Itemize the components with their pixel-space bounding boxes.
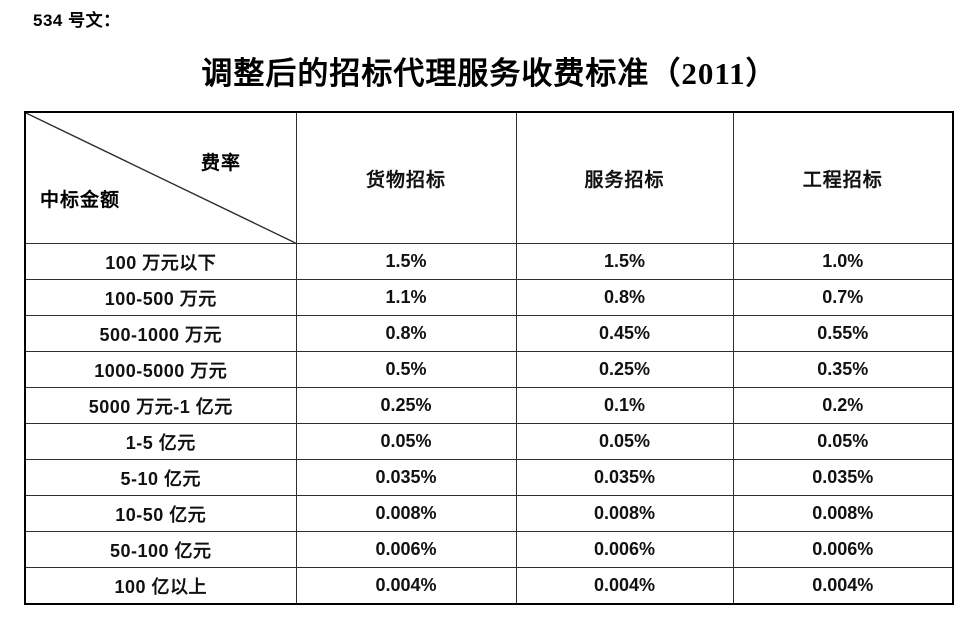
corner-label-fee-rate: 费率 [201, 153, 242, 174]
goods-rate-cell: 0.8% [295, 315, 517, 352]
column-header-services: 服务招标 [515, 111, 734, 244]
table-row: 1-5 亿元 0.05% 0.05% 0.05% [24, 423, 954, 460]
goods-rate-cell: 1.5% [295, 243, 517, 280]
services-rate-cell: 0.45% [515, 315, 734, 352]
services-rate-cell: 0.008% [515, 495, 734, 532]
fee-standard-table: 费率 中标金额 货物招标 服务招标 工程招标 100 万元以下 1.5% 1.5… [24, 111, 954, 605]
services-rate-cell: 0.035% [515, 459, 734, 496]
table-row: 100 万元以下 1.5% 1.5% 1.0% [24, 243, 954, 280]
services-rate-cell: 0.004% [515, 567, 734, 605]
engineering-rate-cell: 0.2% [732, 387, 954, 424]
diagonal-divider-line [26, 113, 296, 243]
services-rate-cell: 0.25% [515, 351, 734, 388]
goods-rate-cell: 0.004% [295, 567, 517, 605]
corner-label-bid-amount: 中标金额 [40, 190, 121, 211]
engineering-rate-cell: 0.55% [732, 315, 954, 352]
table-row: 500-1000 万元 0.8% 0.45% 0.55% [24, 315, 954, 352]
table-row: 10-50 亿元 0.008% 0.008% 0.008% [24, 495, 954, 532]
table-row: 1000-5000 万元 0.5% 0.25% 0.35% [24, 351, 954, 388]
engineering-rate-cell: 0.008% [732, 495, 954, 532]
doc-number-label: 534 号文： [33, 11, 121, 30]
services-rate-cell: 0.006% [515, 531, 734, 568]
table-row: 100 亿以上 0.004% 0.004% 0.004% [24, 567, 954, 605]
header-row: 费率 中标金额 货物招标 服务招标 工程招标 [24, 111, 954, 244]
corner-header-cell: 费率 中标金额 [24, 111, 297, 244]
goods-rate-cell: 0.006% [295, 531, 517, 568]
engineering-rate-cell: 0.05% [732, 423, 954, 460]
amount-range-cell: 100-500 万元 [24, 279, 297, 316]
engineering-rate-cell: 0.006% [732, 531, 954, 568]
engineering-rate-cell: 0.35% [732, 351, 954, 388]
goods-rate-cell: 0.008% [295, 495, 517, 532]
table-row: 5-10 亿元 0.035% 0.035% 0.035% [24, 459, 954, 496]
column-header-engineering: 工程招标 [732, 111, 954, 244]
services-rate-cell: 0.1% [515, 387, 734, 424]
goods-rate-cell: 0.5% [295, 351, 517, 388]
goods-rate-cell: 0.25% [295, 387, 517, 424]
column-header-goods: 货物招标 [295, 111, 517, 244]
page-title: 调整后的招标代理服务收费标准（2011） [201, 56, 778, 91]
goods-rate-cell: 0.035% [295, 459, 517, 496]
engineering-rate-cell: 0.004% [732, 567, 954, 605]
goods-rate-cell: 0.05% [295, 423, 517, 460]
amount-range-cell: 100 亿以上 [24, 567, 297, 605]
fee-table-body: 100 万元以下 1.5% 1.5% 1.0% 100-500 万元 1.1% … [24, 243, 954, 605]
table-row: 5000 万元-1 亿元 0.25% 0.1% 0.2% [24, 387, 954, 424]
corner-wrap: 费率 中标金额 [26, 113, 296, 243]
services-rate-cell: 1.5% [515, 243, 734, 280]
amount-range-cell: 1000-5000 万元 [24, 351, 297, 388]
amount-range-cell: 500-1000 万元 [24, 315, 297, 352]
services-rate-cell: 0.05% [515, 423, 734, 460]
amount-range-cell: 10-50 亿元 [24, 495, 297, 532]
goods-rate-cell: 1.1% [295, 279, 517, 316]
table-row: 50-100 亿元 0.006% 0.006% 0.006% [24, 531, 954, 568]
amount-range-cell: 5-10 亿元 [24, 459, 297, 496]
services-rate-cell: 0.8% [515, 279, 734, 316]
engineering-rate-cell: 1.0% [732, 243, 954, 280]
amount-range-cell: 5000 万元-1 亿元 [24, 387, 297, 424]
amount-range-cell: 100 万元以下 [24, 243, 297, 280]
engineering-rate-cell: 0.035% [732, 459, 954, 496]
amount-range-cell: 1-5 亿元 [24, 423, 297, 460]
table-row: 100-500 万元 1.1% 0.8% 0.7% [24, 279, 954, 316]
engineering-rate-cell: 0.7% [732, 279, 954, 316]
amount-range-cell: 50-100 亿元 [24, 531, 297, 568]
